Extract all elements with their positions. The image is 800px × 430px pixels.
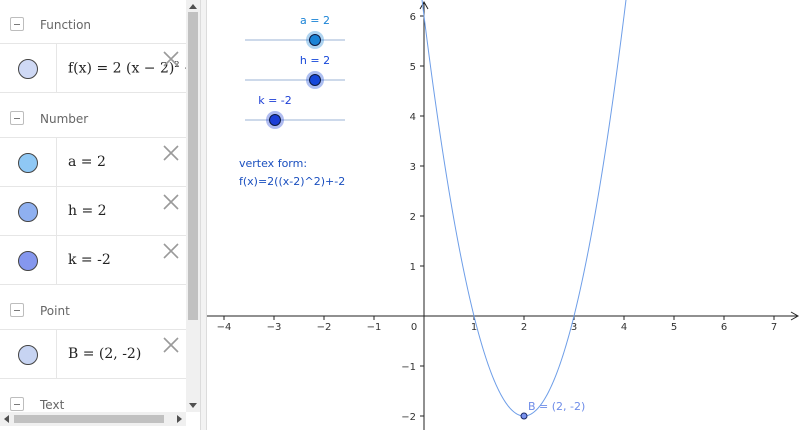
- slider-label: k = -2: [258, 94, 292, 107]
- slider-a[interactable]: a = 2: [245, 14, 345, 49]
- collapse-icon[interactable]: [10, 111, 24, 125]
- algebra-row-a[interactable]: a = 2: [0, 138, 186, 187]
- scroll-up-arrow-icon[interactable]: [189, 4, 197, 9]
- x-tick-label: −1: [367, 322, 382, 333]
- group-header-text[interactable]: Text: [0, 382, 186, 424]
- collapse-icon[interactable]: [10, 17, 24, 31]
- visibility-marble-icon[interactable]: [18, 251, 38, 271]
- number-a-value[interactable]: a = 2: [68, 154, 106, 170]
- function-f-definition[interactable]: f(x) = 2 (x − 2)2 − 2: [68, 60, 200, 77]
- graphics-view[interactable]: −4 −3 −2 −1 0 1 2 3 4 5 6 7 −2 −1 1 2 3 4 5 6 B = (2, -2) a…: [207, 0, 800, 430]
- visibility-marble-icon[interactable]: [18, 153, 38, 173]
- scroll-thumb[interactable]: [188, 12, 198, 320]
- x-tick-label: 7: [771, 322, 777, 333]
- x-tick-label: 2: [521, 322, 527, 333]
- y-tick-label: −1: [401, 362, 416, 373]
- point-B-label: B = (2, -2): [528, 400, 585, 413]
- algebra-row-h[interactable]: h = 2: [0, 187, 186, 236]
- algebra-row-k[interactable]: k = -2: [0, 236, 186, 285]
- vertex-form-equation: f(x)=2((x-2)^2)+-2: [239, 175, 346, 188]
- slider-h[interactable]: h = 2: [245, 54, 345, 89]
- x-tick-label: −3: [267, 322, 282, 333]
- x-tick-label: −4: [217, 322, 232, 333]
- y-tick-label: 3: [410, 162, 416, 173]
- horizontal-scrollbar[interactable]: [0, 412, 186, 426]
- group-label: Function: [40, 18, 92, 32]
- delete-icon[interactable]: [162, 336, 180, 354]
- marble-cell: [0, 44, 57, 92]
- x-tick-label: 3: [571, 322, 577, 333]
- group-header-point[interactable]: Point: [0, 288, 186, 330]
- delete-icon[interactable]: [162, 193, 180, 211]
- view-splitter[interactable]: [200, 0, 207, 430]
- marble-cell: [0, 187, 57, 235]
- delete-icon[interactable]: [162, 242, 180, 260]
- visibility-marble-icon[interactable]: [18, 59, 38, 79]
- slider-handle[interactable]: [309, 34, 321, 46]
- y-tick-label: 5: [410, 62, 416, 73]
- slider-handle[interactable]: [309, 74, 321, 86]
- y-tick-label: −2: [401, 412, 416, 423]
- marble-cell: [0, 236, 57, 284]
- axes: [207, 0, 800, 430]
- collapse-icon[interactable]: [10, 397, 24, 411]
- function-f-curve[interactable]: [414, 0, 639, 417]
- scroll-left-arrow-icon[interactable]: [4, 415, 9, 423]
- visibility-marble-icon[interactable]: [18, 345, 38, 365]
- delete-icon[interactable]: [162, 144, 180, 162]
- x-tick-label: 4: [621, 322, 627, 333]
- function-f-text: f(x) = 2 (x − 2): [68, 60, 175, 77]
- point-B[interactable]: [520, 412, 528, 420]
- group-header-function[interactable]: Function: [0, 2, 186, 44]
- y-tick-label: 2: [410, 212, 416, 223]
- group-label: Text: [40, 398, 65, 412]
- scroll-down-arrow-icon[interactable]: [189, 403, 197, 408]
- group-header-number[interactable]: Number: [0, 96, 186, 138]
- slider-k[interactable]: k = -2: [245, 94, 345, 129]
- y-axis-arrow-icon: [419, 0, 429, 10]
- x-axis-arrow-icon: [790, 311, 800, 321]
- y-tick-label: 1: [410, 262, 416, 273]
- x-tick-label: 6: [721, 322, 727, 333]
- slider-label: a = 2: [300, 14, 330, 27]
- vertex-form-heading: vertex form:: [239, 157, 308, 170]
- point-B-value[interactable]: B = (2, -2): [68, 346, 142, 362]
- slider-label: h = 2: [300, 54, 330, 67]
- collapse-icon[interactable]: [10, 303, 24, 317]
- algebra-row-f[interactable]: f(x) = 2 (x − 2)2 − 2: [0, 44, 200, 93]
- axis-ticks: −4 −3 −2 −1 0 1 2 3 4 5 6 7 −2 −1 1 2 3 4 5 6: [217, 12, 778, 423]
- group-label: Point: [40, 304, 70, 318]
- algebra-row-B[interactable]: B = (2, -2): [0, 330, 186, 379]
- x-tick-label: 0: [411, 322, 417, 333]
- sliders: a = 2 h = 2 k = -2: [245, 14, 345, 129]
- scroll-thumb[interactable]: [14, 415, 164, 423]
- x-tick-label: 1: [471, 322, 477, 333]
- y-tick-label: 6: [410, 12, 416, 23]
- delete-icon[interactable]: [162, 50, 180, 68]
- visibility-marble-icon[interactable]: [18, 202, 38, 222]
- x-tick-label: 5: [671, 322, 677, 333]
- number-h-value[interactable]: h = 2: [68, 203, 107, 219]
- group-label: Number: [40, 112, 89, 126]
- coordinate-plane[interactable]: −4 −3 −2 −1 0 1 2 3 4 5 6 7 −2 −1 1 2 3 4 5 6 B = (2, -2) a…: [207, 0, 800, 430]
- x-tick-label: −2: [317, 322, 332, 333]
- number-k-value[interactable]: k = -2: [68, 252, 111, 268]
- marble-cell: [0, 138, 57, 186]
- marble-cell: [0, 330, 57, 378]
- slider-handle[interactable]: [269, 114, 281, 126]
- scroll-right-arrow-icon[interactable]: [177, 415, 182, 423]
- y-tick-label: 4: [410, 112, 416, 123]
- vertical-scrollbar[interactable]: [186, 0, 200, 412]
- algebra-view: Function f(x) = 2 (x − 2)2 − 2 Number a …: [0, 0, 200, 430]
